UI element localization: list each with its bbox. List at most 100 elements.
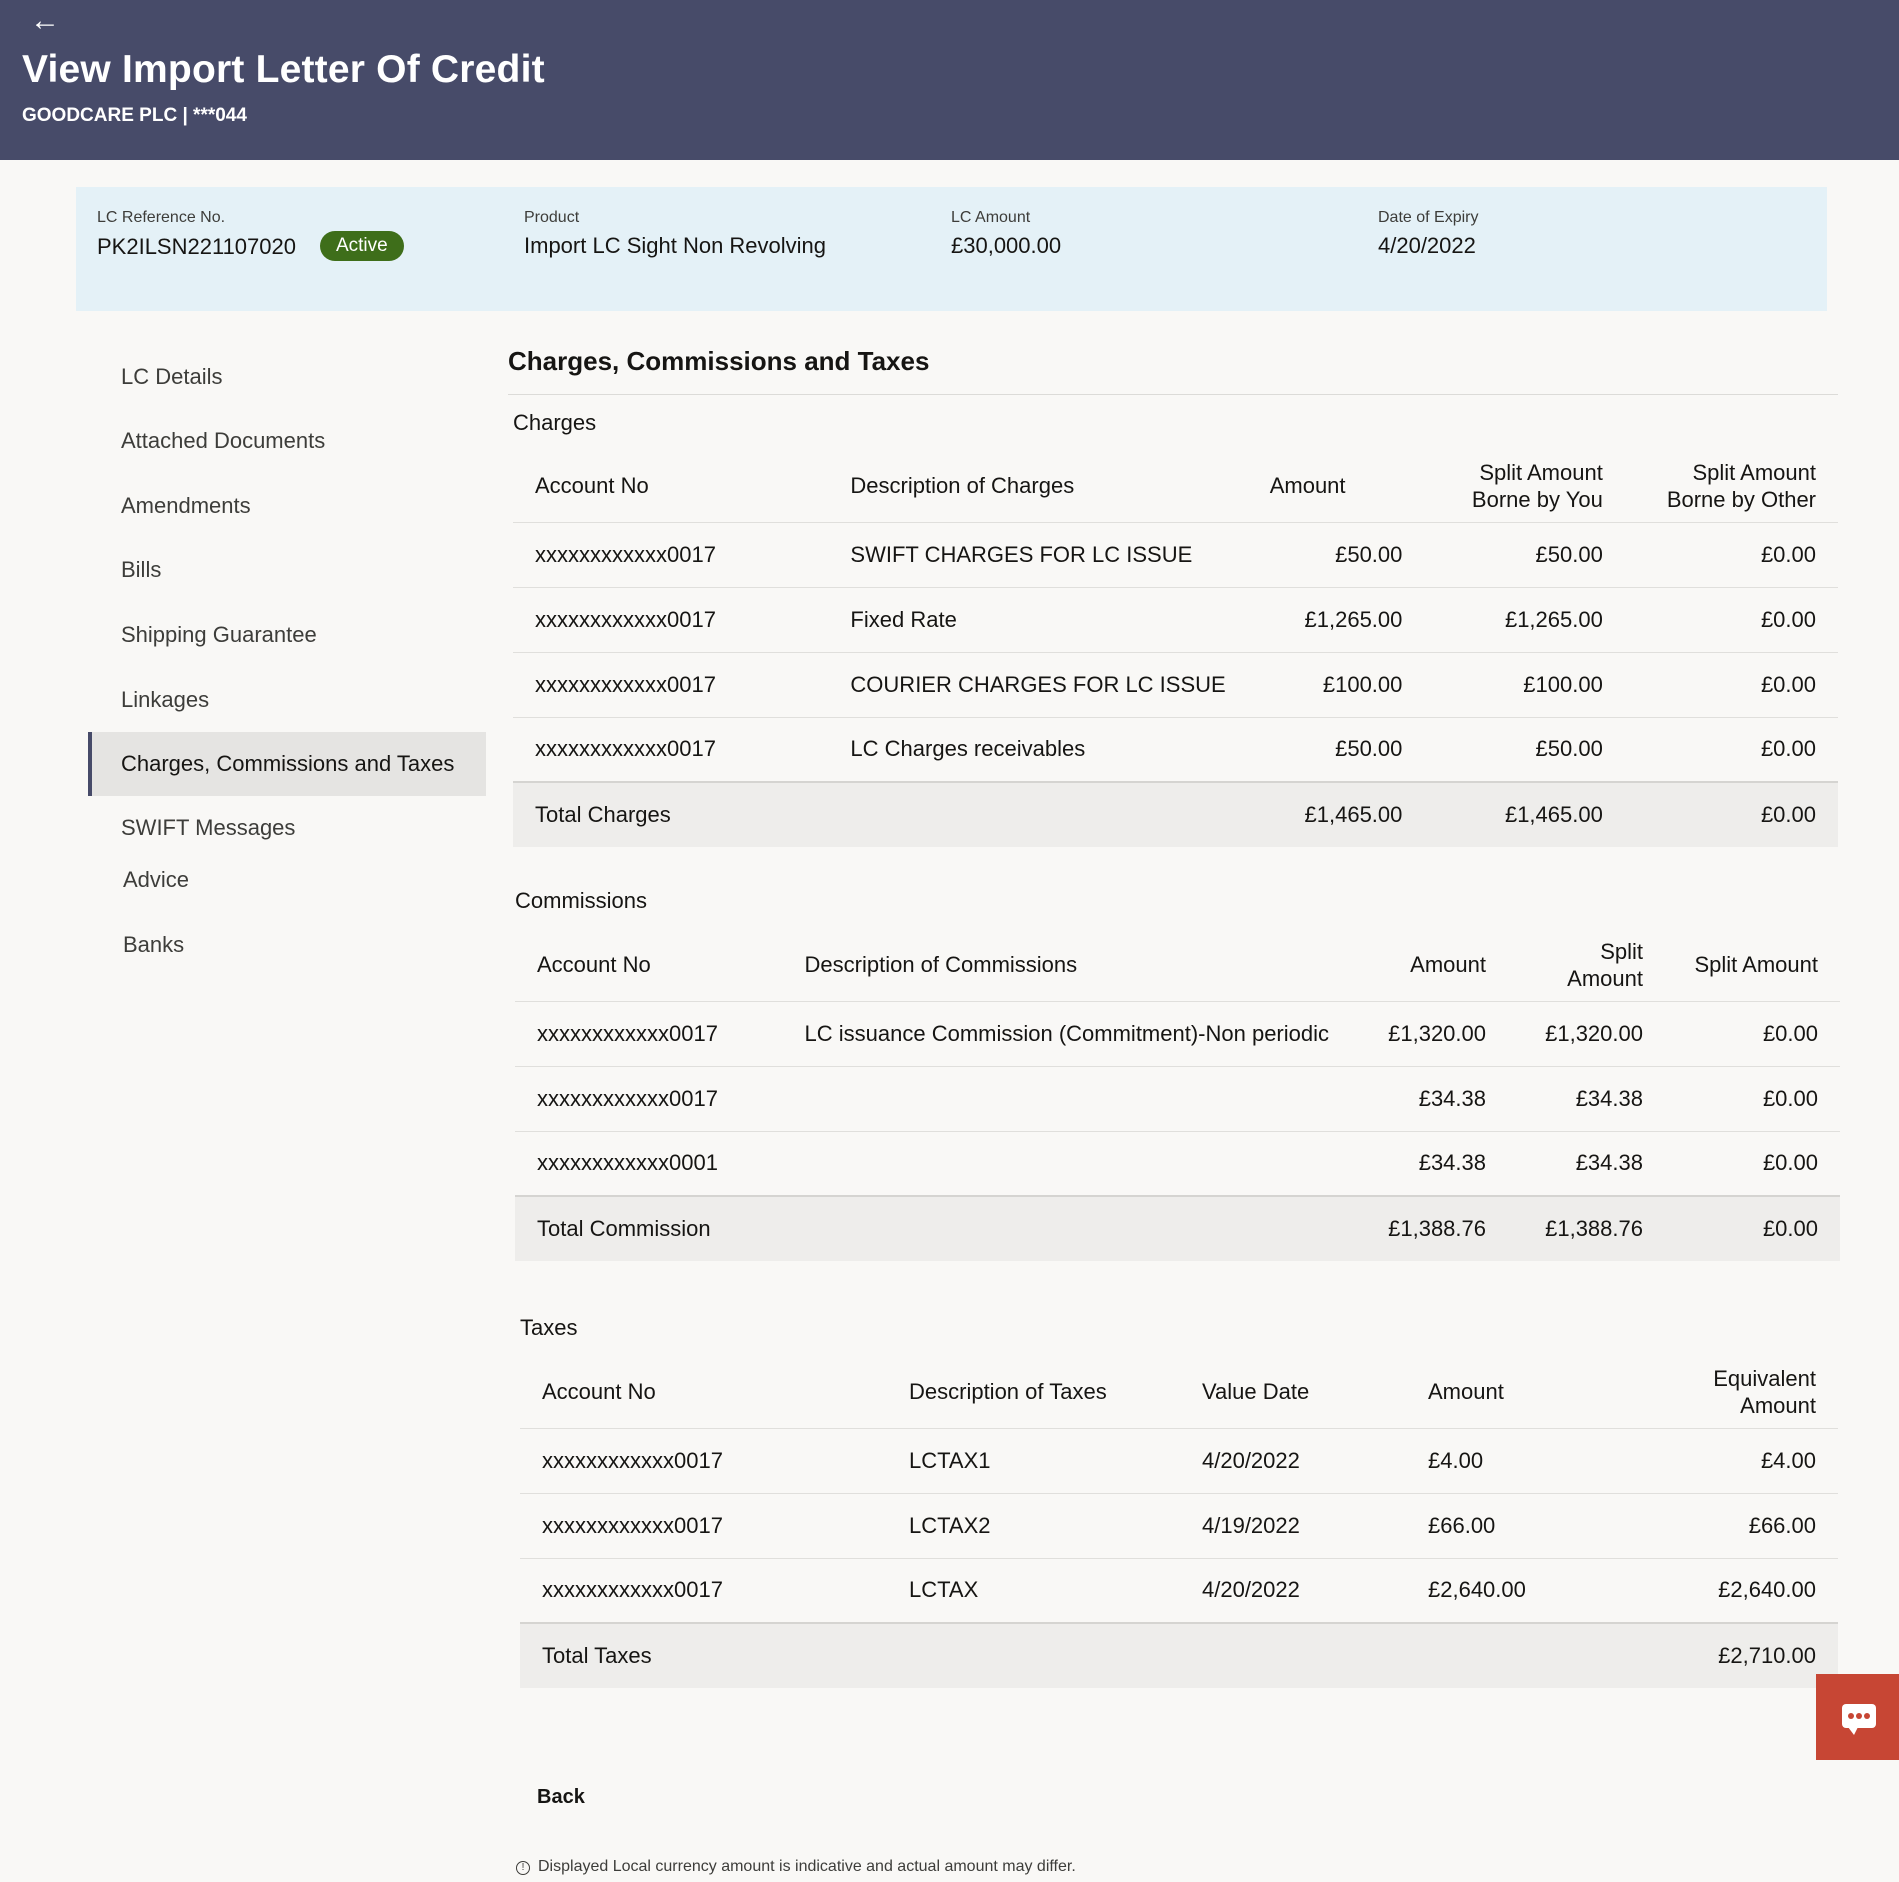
arrow-left-icon[interactable]: ← — [30, 4, 60, 37]
value-date-cell: 4/19/2022 — [1180, 1492, 1406, 1558]
account-cell: xxxxxxxxxxxx0001 — [515, 1130, 783, 1196]
charges-table: Account No Description of Charges Amount… — [513, 450, 1838, 847]
sidebar-item-lc-details[interactable]: LC Details — [121, 364, 223, 389]
lc-summary-panel: LC Reference No. PK2ILSN221107020 Active … — [76, 187, 1827, 311]
back-button[interactable]: Back — [537, 1786, 585, 1808]
party-account-subtitle: GOODCARE PLC | ***044 — [22, 105, 247, 126]
sidebar-item-advice[interactable]: Advice — [123, 867, 190, 892]
table-row: xxxxxxxxxxxx0001 £34.38 £34.38 £0.00 — [515, 1130, 1840, 1196]
table-row: xxxxxxxxxxxx0017 LCTAX1 4/20/2022 £4.00 … — [520, 1427, 1838, 1493]
column-header: Value Date — [1202, 1379, 1310, 1405]
amount-cell: £100.00 — [1247, 651, 1425, 717]
description-cell: LC Charges receivables — [828, 716, 1248, 782]
description-cell: LCTAX2 — [887, 1492, 1180, 1558]
value-date-cell: 4/20/2022 — [1180, 1557, 1406, 1623]
split-you-cell: £50.00 — [1424, 716, 1625, 782]
split-you-cell: £1,265.00 — [1424, 586, 1625, 652]
sidebar-item-amendments[interactable]: Amendments — [121, 493, 251, 518]
account-cell: xxxxxxxxxxxx0017 — [513, 651, 829, 717]
split-other-cell: £0.00 — [1624, 651, 1838, 717]
taxes-table: Account No Description of Taxes Value Da… — [520, 1356, 1838, 1688]
sidebar-item-charges-commissions-taxes[interactable]: Charges, Commissions and Taxes — [88, 732, 486, 796]
table-row: xxxxxxxxxxxx0017 COURIER CHARGES FOR LC … — [513, 651, 1838, 717]
sidebar-item-swift-messages[interactable]: SWIFT Messages — [121, 815, 296, 840]
sidebar-item-linkages[interactable]: Linkages — [121, 687, 210, 712]
total-row: Total Taxes £2,710.00 — [520, 1622, 1838, 1688]
page-title: View Import Letter Of Credit — [22, 48, 545, 91]
column-header: Account No — [542, 1379, 656, 1405]
description-cell — [782, 1065, 1352, 1131]
total-split: £1,388.76 — [1508, 1195, 1665, 1261]
amount-cell: £66.00 — [1406, 1492, 1656, 1558]
account-cell: xxxxxxxxxxxx0017 — [515, 1000, 783, 1066]
total-split-you: £1,465.00 — [1424, 781, 1625, 847]
amount-cell: £34.38 — [1351, 1130, 1508, 1196]
column-header: Description of Charges — [850, 473, 1075, 499]
column-header: Equivalent Amount — [1713, 1365, 1816, 1418]
split-cell: £0.00 — [1664, 1130, 1840, 1196]
column-header: Amount — [1410, 952, 1486, 978]
total-label: Total Taxes — [520, 1622, 887, 1688]
note-text: Displayed Local currency amount is indic… — [538, 1858, 1076, 1875]
lc-reference-label: LC Reference No. — [97, 209, 226, 226]
column-header: Split Amount — [1567, 938, 1643, 991]
description-cell: Fixed Rate — [828, 586, 1248, 652]
table-row: xxxxxxxxxxxx0017 £34.38 £34.38 £0.00 — [515, 1065, 1840, 1131]
total-split: £0.00 — [1664, 1195, 1840, 1261]
sidebar-item-bills[interactable]: Bills — [121, 557, 162, 582]
sidebar-item-banks[interactable]: Banks — [123, 932, 185, 957]
total-amount: £1,388.76 — [1351, 1195, 1508, 1261]
table-row: xxxxxxxxxxxx0017 LC Charges receivables … — [513, 716, 1838, 782]
page-header: ← View Import Letter Of Credit GOODCARE … — [0, 0, 1899, 160]
table-row: xxxxxxxxxxxx0017 LCTAX2 4/19/2022 £66.00… — [520, 1492, 1838, 1558]
description-cell: LCTAX1 — [887, 1427, 1180, 1493]
amount-cell: £4.00 — [1406, 1427, 1656, 1493]
commissions-table: Account No Description of Commissions Am… — [515, 929, 1840, 1261]
status-badge: Active — [319, 231, 404, 261]
description-cell: COURIER CHARGES FOR LC ISSUE — [828, 651, 1248, 717]
value-date-cell: 4/20/2022 — [1180, 1427, 1406, 1493]
lc-amount: LC Amount £30,000.00 — [951, 209, 1061, 259]
charges-title: Charges — [513, 410, 597, 435]
split-other-cell: £0.00 — [1624, 521, 1838, 587]
sidebar-item-attached-documents[interactable]: Attached Documents — [121, 428, 326, 453]
section-title: Charges, Commissions and Taxes — [508, 346, 930, 376]
amount-cell: £1,265.00 — [1247, 586, 1425, 652]
total-equivalent: £2,710.00 — [1656, 1622, 1838, 1688]
total-split-other: £0.00 — [1624, 781, 1838, 847]
description-cell: SWIFT CHARGES FOR LC ISSUE — [828, 521, 1248, 587]
equivalent-cell: £4.00 — [1656, 1427, 1838, 1493]
chat-bubble-icon — [1842, 1704, 1876, 1735]
sidebar-item-shipping-guarantee[interactable]: Shipping Guarantee — [121, 622, 317, 647]
total-row: Total Charges £1,465.00 £1,465.00 £0.00 — [513, 781, 1838, 847]
chat-button[interactable] — [1816, 1674, 1899, 1760]
split-you-cell: £50.00 — [1424, 521, 1625, 587]
split-cell: £34.38 — [1508, 1065, 1665, 1131]
split-cell: £1,320.00 — [1508, 1000, 1665, 1066]
column-header: Amount — [1269, 473, 1346, 499]
table-header-row: Account No Description of Commissions Am… — [515, 929, 1840, 1001]
table-row: xxxxxxxxxxxx0017 Fixed Rate £1,265.00 £1… — [513, 586, 1838, 652]
column-header: Description of Commissions — [804, 952, 1078, 978]
column-header: Description of Taxes — [909, 1379, 1107, 1405]
total-label: Total Commission — [515, 1195, 783, 1261]
table-header-row: Account No Description of Taxes Value Da… — [520, 1356, 1838, 1428]
product-value: Import LC Sight Non Revolving — [524, 233, 827, 258]
column-header: Account No — [535, 473, 649, 499]
account-cell: xxxxxxxxxxxx0017 — [515, 1065, 783, 1131]
split-cell: £0.00 — [1664, 1065, 1840, 1131]
lc-product: Product Import LC Sight Non Revolving — [524, 209, 826, 259]
total-label: Total Charges — [513, 781, 829, 847]
product-label: Product — [524, 209, 580, 226]
equivalent-cell: £2,640.00 — [1656, 1557, 1838, 1623]
total-row: Total Commission £1,388.76 £1,388.76 £0.… — [515, 1195, 1840, 1261]
equivalent-cell: £66.00 — [1656, 1492, 1838, 1558]
currency-note: ! Displayed Local currency amount is indi… — [516, 1858, 1076, 1876]
description-cell: LCTAX — [887, 1557, 1180, 1623]
amount-cell: £1,320.00 — [1351, 1000, 1508, 1066]
amount-cell: £34.38 — [1351, 1065, 1508, 1131]
split-other-cell: £0.00 — [1624, 586, 1838, 652]
column-header: Amount — [1428, 1379, 1504, 1405]
amount-cell: £2,640.00 — [1406, 1557, 1656, 1623]
table-row: xxxxxxxxxxxx0017 SWIFT CHARGES FOR LC IS… — [513, 521, 1838, 587]
